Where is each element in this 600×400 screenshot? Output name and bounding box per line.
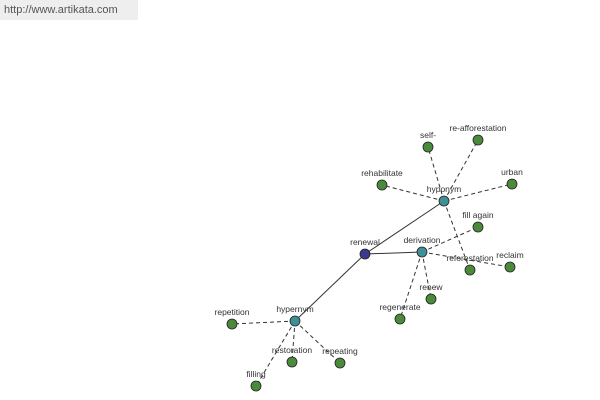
edge-dashed [381,184,445,202]
node-label[interactable]: reforestation [446,253,494,263]
site-url[interactable]: http://www.artikata.com [0,0,138,20]
edge-dashed [255,320,296,387]
edge-dashed [421,226,479,253]
node[interactable] [425,293,437,305]
edge-dashed [443,183,513,202]
edge-dashed [291,320,296,363]
node[interactable] [416,246,428,258]
node[interactable] [334,357,346,369]
node-label[interactable]: reclaim [496,250,523,260]
edge-dashed [427,146,445,202]
node[interactable] [438,195,450,207]
node-label[interactable]: repeating [322,346,358,356]
node-label[interactable]: restoration [272,345,312,355]
node-label[interactable]: regenerate [379,302,420,312]
node-label[interactable]: self- [420,130,436,140]
node[interactable] [422,141,434,153]
edge-dashed [443,139,479,202]
node-label[interactable]: hypernym [276,304,313,314]
node[interactable] [394,313,406,325]
node-label[interactable]: filling [246,369,266,379]
edge-dashed [421,251,432,300]
node[interactable] [376,179,388,191]
edge-dashed [421,251,511,268]
edge [294,253,366,322]
node-label[interactable]: renewal [350,237,380,247]
node-label[interactable]: rehabilitate [361,168,403,178]
node[interactable] [286,356,298,368]
edge [364,251,423,255]
edge-dashed [231,320,296,325]
node[interactable] [289,315,301,327]
node[interactable] [472,134,484,146]
node[interactable] [506,178,518,190]
node-label[interactable]: re-afforestation [449,123,506,133]
edge [364,200,445,255]
edge-dashed [443,200,471,271]
node[interactable] [226,318,238,330]
node-label[interactable]: derivation [404,235,441,245]
node[interactable] [504,261,516,273]
node[interactable] [464,264,476,276]
node[interactable] [472,221,484,233]
node-label[interactable]: repetition [215,307,250,317]
node-label[interactable]: fill again [462,210,493,220]
edge-dashed [294,320,341,364]
node[interactable] [250,380,262,392]
node-label[interactable]: urban [501,167,523,177]
node[interactable] [359,248,371,260]
node-label[interactable]: hyponym [427,184,462,194]
edge-dashed [399,251,423,320]
node-label[interactable]: renew [419,282,443,292]
